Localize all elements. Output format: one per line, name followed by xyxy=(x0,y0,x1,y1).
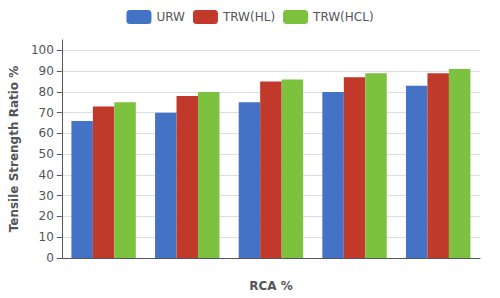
svg-text:TRW(HL): TRW(HL) xyxy=(222,10,275,24)
svg-text:100: 100 xyxy=(31,43,54,57)
svg-text:URW: URW xyxy=(156,10,185,24)
svg-text:0: 0 xyxy=(46,251,54,265)
svg-text:Tensile Strength Ratio %: Tensile Strength Ratio % xyxy=(7,66,21,233)
svg-text:RCA %: RCA % xyxy=(249,279,293,293)
svg-text:80: 80 xyxy=(39,85,54,99)
svg-text:40: 40 xyxy=(39,168,54,182)
svg-text:30: 30 xyxy=(39,189,54,203)
svg-text:60: 60 xyxy=(39,126,54,140)
svg-text:70: 70 xyxy=(39,106,54,120)
svg-text:90: 90 xyxy=(39,64,54,78)
svg-text:50: 50 xyxy=(39,147,54,161)
svg-text:10: 10 xyxy=(39,230,54,244)
svg-text:20: 20 xyxy=(39,209,54,223)
svg-text:TRW(HCL): TRW(HCL) xyxy=(312,10,374,24)
